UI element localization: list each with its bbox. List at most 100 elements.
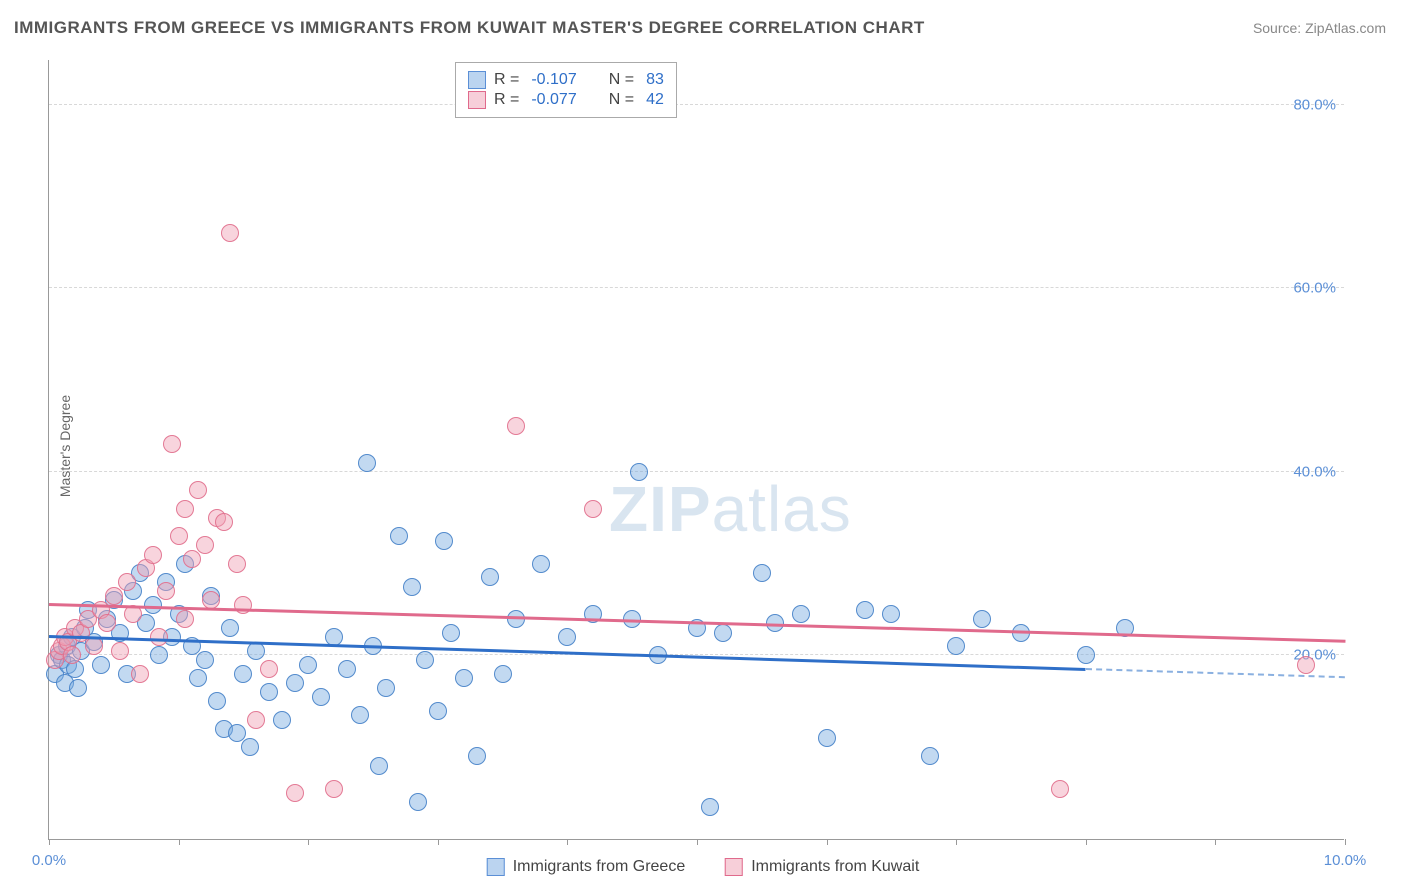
data-point — [416, 651, 434, 669]
data-point — [1077, 646, 1095, 664]
data-point — [176, 610, 194, 628]
data-point — [98, 614, 116, 632]
data-point — [351, 706, 369, 724]
data-point — [163, 435, 181, 453]
r-value: -0.107 — [531, 71, 576, 89]
data-point — [273, 711, 291, 729]
x-tick — [827, 839, 828, 845]
legend-swatch — [468, 71, 486, 89]
data-point — [1051, 780, 1069, 798]
chart-container: IMMIGRANTS FROM GREECE VS IMMIGRANTS FRO… — [0, 0, 1406, 892]
source-attribution: Source: ZipAtlas.com — [1253, 20, 1386, 36]
data-point — [234, 596, 252, 614]
data-point — [409, 793, 427, 811]
r-label: R = — [494, 91, 519, 109]
legend-swatch — [725, 858, 743, 876]
data-point — [208, 692, 226, 710]
data-point — [144, 546, 162, 564]
data-point — [69, 679, 87, 697]
data-point — [131, 665, 149, 683]
data-point — [221, 224, 239, 242]
data-point — [228, 555, 246, 573]
x-tick — [956, 839, 957, 845]
data-point — [105, 587, 123, 605]
data-point — [494, 665, 512, 683]
data-point — [241, 738, 259, 756]
legend-swatch — [487, 858, 505, 876]
data-point — [85, 637, 103, 655]
gridline — [49, 104, 1344, 105]
data-point — [234, 665, 252, 683]
r-value: -0.077 — [531, 91, 576, 109]
y-tick-label: 60.0% — [1293, 280, 1336, 297]
x-tick-label-right: 10.0% — [1324, 852, 1367, 869]
data-point — [247, 642, 265, 660]
data-point — [299, 656, 317, 674]
x-tick — [49, 839, 50, 845]
plot-area: ZIPatlas 20.0%40.0%60.0%80.0%0.0%10.0% — [48, 60, 1344, 840]
x-tick-label-left: 0.0% — [32, 852, 66, 869]
data-point — [973, 610, 991, 628]
data-point — [196, 536, 214, 554]
data-point — [481, 568, 499, 586]
x-tick — [1215, 839, 1216, 845]
data-point — [435, 532, 453, 550]
data-point — [189, 481, 207, 499]
data-point — [312, 688, 330, 706]
chart-title: IMMIGRANTS FROM GREECE VS IMMIGRANTS FRO… — [14, 18, 925, 38]
stats-row: R = -0.077 N = 42 — [468, 91, 664, 109]
x-tick — [438, 839, 439, 845]
data-point — [403, 578, 421, 596]
data-point — [170, 527, 188, 545]
data-point — [325, 780, 343, 798]
data-point — [468, 747, 486, 765]
data-point — [157, 582, 175, 600]
data-point — [111, 642, 129, 660]
legend-item: Immigrants from Kuwait — [725, 858, 919, 876]
legend-swatch — [468, 91, 486, 109]
data-point — [63, 646, 81, 664]
data-point — [370, 757, 388, 775]
legend-item: Immigrants from Greece — [487, 858, 685, 876]
data-point — [377, 679, 395, 697]
y-tick-label: 80.0% — [1293, 96, 1336, 113]
gridline — [49, 287, 1344, 288]
data-point — [189, 669, 207, 687]
data-point — [507, 417, 525, 435]
data-point — [818, 729, 836, 747]
data-point — [455, 669, 473, 687]
data-point — [183, 550, 201, 568]
data-point — [429, 702, 447, 720]
data-point — [753, 564, 771, 582]
data-point — [150, 628, 168, 646]
n-label: N = — [609, 71, 634, 89]
data-point — [215, 513, 233, 531]
data-point — [921, 747, 939, 765]
n-value: 83 — [646, 71, 664, 89]
legend-label: Immigrants from Kuwait — [751, 858, 919, 876]
y-tick-label: 40.0% — [1293, 463, 1336, 480]
data-point — [338, 660, 356, 678]
legend-label: Immigrants from Greece — [513, 858, 685, 876]
x-tick — [179, 839, 180, 845]
data-point — [196, 651, 214, 669]
data-point — [532, 555, 550, 573]
data-point — [558, 628, 576, 646]
x-tick — [308, 839, 309, 845]
n-value: 42 — [646, 91, 664, 109]
correlation-stats-box: R = -0.107 N = 83 R = -0.077 N = 42 — [455, 62, 677, 118]
data-point — [701, 798, 719, 816]
data-point — [150, 646, 168, 664]
data-point — [221, 619, 239, 637]
x-tick — [1086, 839, 1087, 845]
n-label: N = — [609, 91, 634, 109]
data-point — [286, 784, 304, 802]
data-point — [1297, 656, 1315, 674]
data-point — [390, 527, 408, 545]
watermark: ZIPatlas — [609, 472, 852, 546]
data-point — [630, 463, 648, 481]
data-point — [118, 573, 136, 591]
data-point — [792, 605, 810, 623]
data-point — [947, 637, 965, 655]
data-point — [260, 683, 278, 701]
